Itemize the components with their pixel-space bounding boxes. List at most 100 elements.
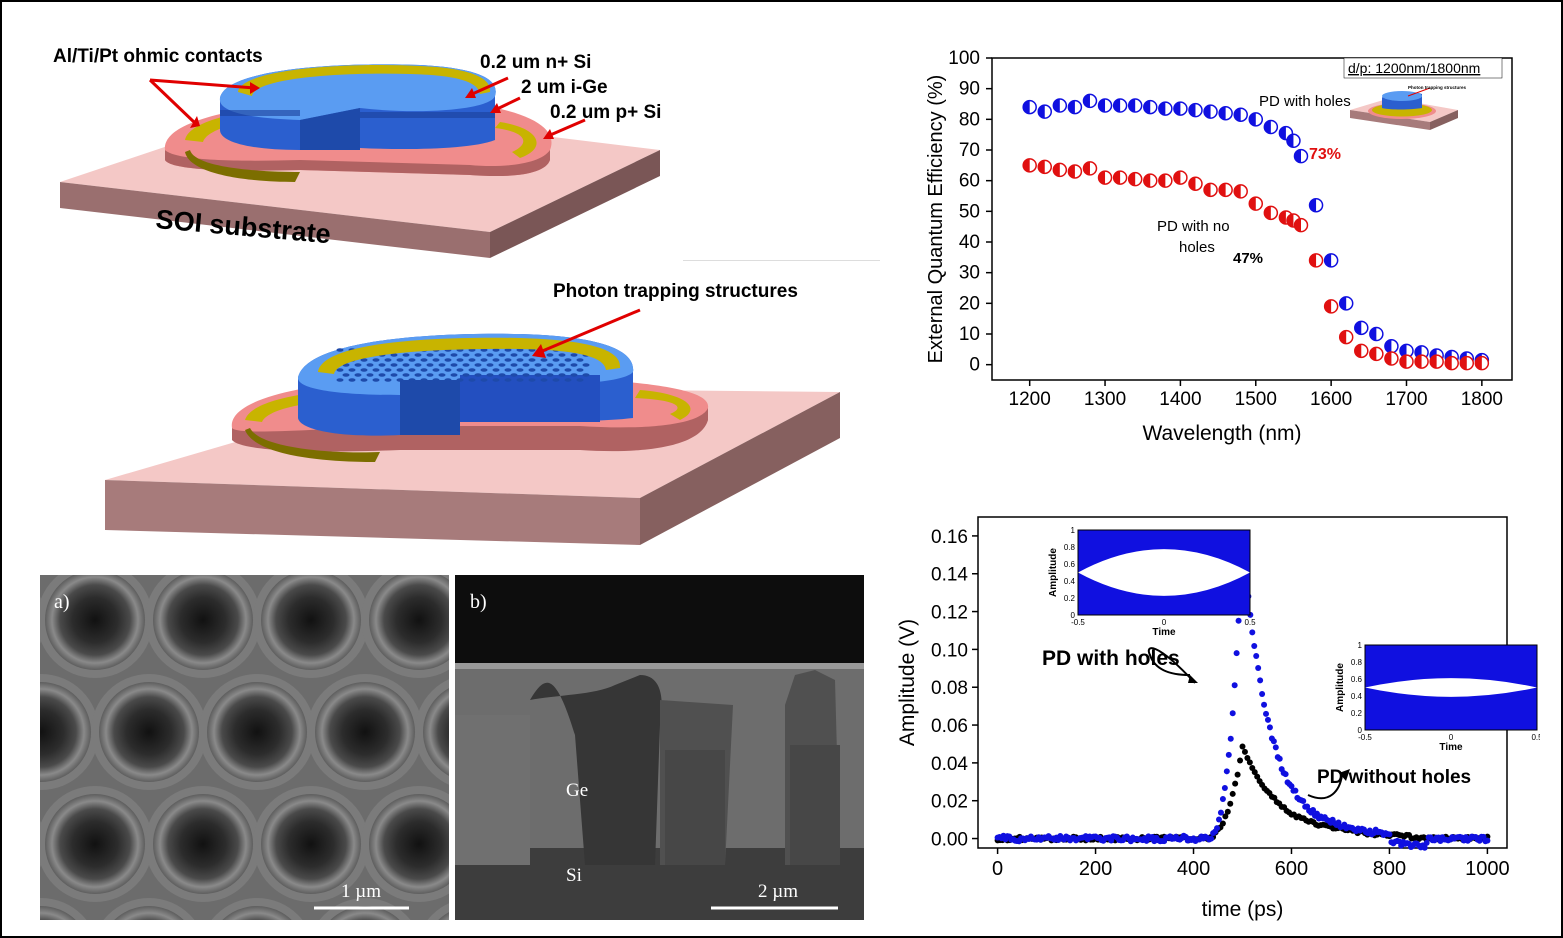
hole: [505, 358, 512, 361]
hole: [391, 363, 398, 366]
hole: [571, 353, 578, 356]
eqe-point-no-holes: [1460, 357, 1473, 370]
hole: [421, 358, 428, 361]
time-point-with-holes: [1261, 702, 1267, 708]
sem-hole: [315, 682, 415, 782]
eye-y-tick-label: 0.8: [1064, 543, 1076, 552]
device-schematic-trapping: Photon trapping structures: [0, 270, 880, 555]
eqe-point-no-holes: [1053, 163, 1066, 176]
hole: [373, 368, 380, 371]
eqe-point-with-holes: [1189, 104, 1202, 117]
eye-x-tick-label: 0.5: [1244, 618, 1256, 627]
hole: [355, 363, 362, 366]
eqe-point-with-holes: [1099, 99, 1112, 112]
sem-hole: [153, 794, 253, 894]
eqe-point-with-holes: [1159, 102, 1172, 115]
time-point-with-holes: [1224, 768, 1230, 774]
time-y-tick-label: 0.06: [931, 716, 968, 737]
eqe-point-no-holes: [1475, 357, 1488, 370]
eqe-point-no-holes: [1174, 171, 1187, 184]
hole: [535, 373, 542, 376]
eqe-point-no-holes: [1234, 185, 1247, 198]
hole: [541, 368, 548, 371]
hole: [397, 378, 404, 381]
eqe-series-red-annotation: 47%: [1233, 250, 1263, 267]
eqe-point-with-holes: [1385, 340, 1398, 353]
label-i-ge: 2 um i-Ge: [521, 77, 608, 98]
hole: [409, 358, 416, 361]
eqe-inset-device: Photon trapping structures: [1350, 85, 1466, 130]
eqe-point-with-holes: [1144, 101, 1157, 114]
hole: [469, 378, 476, 381]
time-y-tick-label: 0.14: [931, 565, 968, 586]
eqe-point-with-holes: [1129, 99, 1142, 112]
hole: [385, 368, 392, 371]
eye-x-label: Time: [1152, 627, 1176, 638]
eye-y-tick-label: 0.6: [1064, 560, 1076, 569]
hole: [487, 373, 494, 376]
sem-b-panel-label: b): [470, 591, 487, 613]
hole: [445, 368, 452, 371]
hole: [559, 353, 566, 356]
eqe-y-tick-label: 70: [959, 140, 980, 161]
eye-y-tick-label: 1: [1071, 526, 1076, 535]
time-point-with-holes: [1257, 677, 1263, 683]
hole: [487, 363, 494, 366]
hole: [337, 378, 344, 381]
hole: [481, 358, 488, 361]
eqe-y-tick-label: 60: [959, 171, 980, 192]
time-y-tick-label: 0.02: [931, 792, 968, 813]
time-point-with-holes: [1249, 629, 1255, 635]
eqe-point-with-holes: [1038, 105, 1051, 118]
eqe-point-with-holes: [1370, 328, 1383, 341]
time-x-tick-label: 400: [1177, 858, 1210, 880]
hole: [463, 373, 470, 376]
time-point-with-holes: [1232, 682, 1238, 688]
hole: [553, 358, 560, 361]
sem-b-label-si: Si: [566, 865, 582, 886]
eqe-point-no-holes: [1340, 331, 1353, 344]
time-point-with-holes: [1259, 691, 1265, 697]
hole: [499, 373, 506, 376]
eqe-series-blue-annotation: 73%: [1309, 146, 1341, 163]
time-point-with-holes: [1228, 736, 1234, 742]
time-point-without-holes: [1225, 809, 1231, 815]
hole: [475, 353, 482, 356]
eqe-point-no-holes: [1083, 162, 1096, 175]
time-point-without-holes: [1227, 801, 1233, 807]
hole: [481, 378, 488, 381]
hole: [571, 363, 578, 366]
hole: [349, 368, 356, 371]
sem-b-label-ge: Ge: [566, 780, 588, 801]
eye-diagram-with-holes: 00.20.40.60.81-0.5 0 0.5TimeAmplitude: [1048, 526, 1256, 638]
time-x-tick-label: 800: [1373, 858, 1406, 880]
hole: [517, 378, 524, 381]
eqe-series-blue-label: PD with holes: [1259, 93, 1351, 110]
time-point-with-holes: [1214, 825, 1220, 831]
time-y-tick-label: 0.00: [931, 830, 968, 851]
eqe-y-tick-label: 30: [959, 263, 980, 284]
time-point-without-holes: [1235, 772, 1241, 778]
time-point-without-holes: [1232, 781, 1238, 787]
eqe-point-no-holes: [1370, 347, 1383, 360]
hole: [541, 378, 548, 381]
eqe-point-with-holes: [1264, 121, 1277, 134]
eye-y-tick-label: 0.4: [1351, 692, 1363, 701]
hole: [463, 353, 470, 356]
hole: [427, 373, 434, 376]
eqe-x-tick-label: 1400: [1159, 389, 1201, 410]
hole: [547, 353, 554, 356]
eye-y-tick-label: 0.2: [1351, 709, 1363, 718]
hole: [421, 378, 428, 381]
hole: [481, 368, 488, 371]
eqe-point-no-holes: [1249, 197, 1262, 210]
eqe-point-with-holes: [1174, 102, 1187, 115]
eye-x-tick-label: 0: [1162, 618, 1167, 627]
eqe-point-no-holes: [1023, 159, 1036, 172]
hole: [577, 368, 584, 371]
time-point-with-holes: [1484, 838, 1490, 844]
sem-b-scale-label: 2 µm: [758, 881, 798, 902]
eqe-point-no-holes: [1294, 219, 1307, 232]
eye-y-tick-label: 0.2: [1064, 594, 1076, 603]
hole: [565, 368, 572, 371]
